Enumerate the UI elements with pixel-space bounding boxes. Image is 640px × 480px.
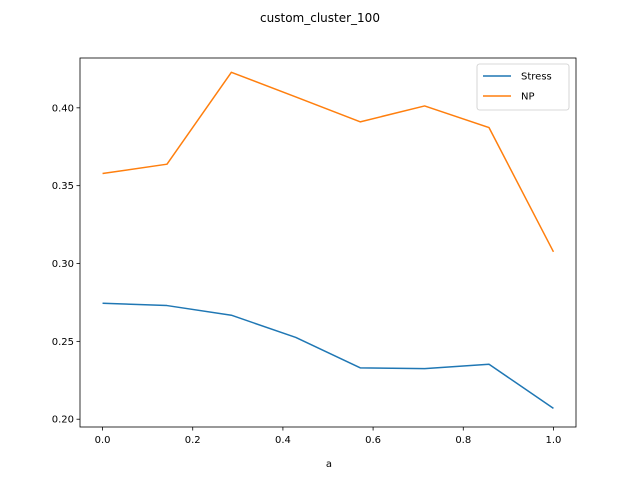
x-tick-label: 0.4 [275, 435, 291, 446]
x-tick-label: 0.6 [365, 435, 381, 446]
y-tick-label: 0.40 [52, 103, 74, 114]
x-axis-label: a [326, 459, 332, 470]
plot-frame [79, 57, 577, 428]
y-tick-label: 0.30 [52, 259, 74, 270]
x-axis: 0.0 0.2 0.4 0.6 0.8 1.0 [95, 427, 562, 446]
y-tick-label: 0.35 [52, 181, 74, 192]
x-tick-label: 0.2 [185, 435, 201, 446]
legend: Stress NP [476, 63, 570, 111]
chart-title: custom_cluster_100 [260, 11, 380, 25]
series-line-np [102, 71, 555, 253]
legend-label: NP [521, 92, 535, 103]
y-axis: 0.20 0.25 0.30 0.35 0.40 [52, 103, 80, 426]
x-tick-label: 0.8 [455, 435, 471, 446]
legend-label: Stress [521, 72, 552, 83]
x-tick-label: 0.0 [95, 435, 111, 446]
series-line-stress [102, 302, 554, 409]
y-tick-label: 0.20 [52, 415, 74, 426]
x-tick-label: 1.0 [546, 435, 562, 446]
y-tick-label: 0.25 [52, 337, 74, 348]
plot-area [102, 71, 555, 409]
